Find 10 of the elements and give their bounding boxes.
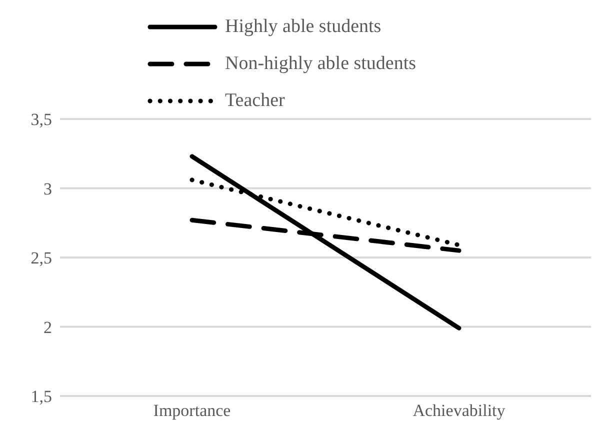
legend-label: Teacher bbox=[225, 90, 285, 112]
y-tick-label: 1,5 bbox=[30, 387, 52, 406]
x-tick-label: Importance bbox=[153, 401, 231, 420]
y-tick-label: 2,5 bbox=[30, 248, 52, 268]
y-tick-label: 3 bbox=[44, 179, 52, 198]
y-tick-label: 3,5 bbox=[30, 110, 52, 130]
x-tick-label: Achievability bbox=[412, 401, 506, 420]
legend-label: Highly able students bbox=[225, 16, 382, 38]
y-tick-label: 2 bbox=[44, 318, 52, 337]
legend-label: Non-highly able students bbox=[225, 52, 416, 74]
